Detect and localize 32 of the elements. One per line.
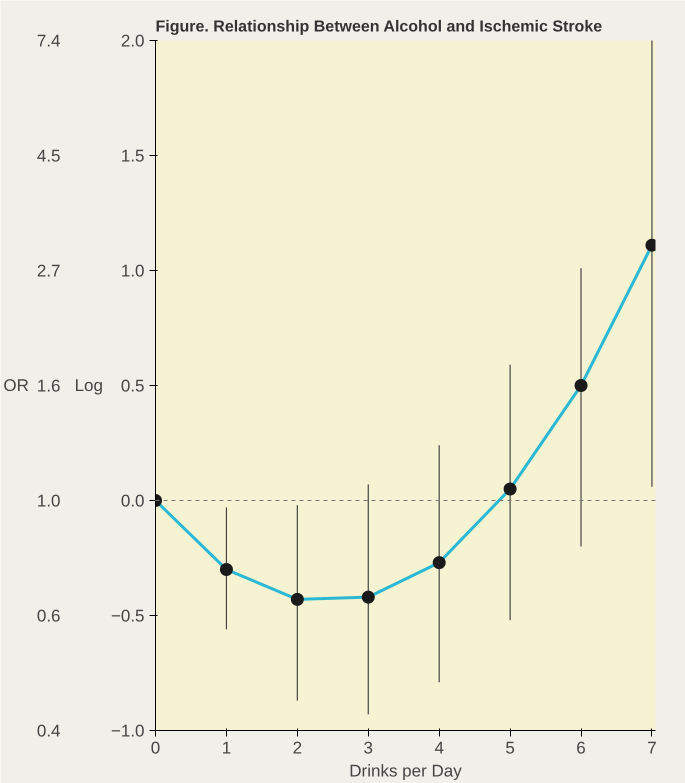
x-tick-label: 4 bbox=[434, 738, 444, 758]
x-tick-label: 2 bbox=[292, 738, 302, 758]
y-tick-label: −1.0 bbox=[110, 722, 144, 740]
point bbox=[432, 556, 446, 570]
y2-tick-label: 0.6 bbox=[36, 606, 61, 626]
y2-tick-label: 7.4 bbox=[36, 32, 61, 50]
x-tick-label: 1 bbox=[222, 738, 232, 758]
point bbox=[574, 379, 588, 392]
chart-title: Figure. Relationship Between Alcohol and Ischemic Stroke bbox=[156, 18, 602, 36]
y-tick-label: 1.0 bbox=[120, 262, 145, 280]
point bbox=[220, 563, 233, 576]
x-tick-label: 7 bbox=[647, 738, 657, 758]
y-tick-label: 0.0 bbox=[120, 492, 145, 510]
y2-tick-label: 1.6 bbox=[36, 376, 61, 396]
y-tick-label: 1.5 bbox=[120, 146, 145, 166]
x-tick-label: 0 bbox=[150, 738, 160, 758]
x-tick-label: 5 bbox=[505, 738, 515, 758]
y-tick-label: 0.5 bbox=[120, 376, 145, 396]
y2-tick-label: 2.7 bbox=[36, 262, 61, 281]
x-tick-label: 3 bbox=[364, 738, 374, 758]
y2-tick-label: 1.0 bbox=[36, 492, 61, 511]
x-tick-label: 6 bbox=[576, 738, 586, 758]
y-axis-title: Log bbox=[74, 376, 103, 395]
y2-tick-label: 0.4 bbox=[36, 722, 61, 740]
y2-axis-title: OR bbox=[3, 376, 29, 395]
point bbox=[362, 590, 375, 604]
y-tick-label: −0.5 bbox=[110, 606, 144, 626]
y-tick-label: 2.0 bbox=[120, 32, 145, 50]
point bbox=[290, 592, 304, 606]
y2-tick-label: 4.5 bbox=[36, 146, 61, 166]
point bbox=[504, 482, 517, 496]
x-axis-title: Drinks per Day bbox=[349, 762, 462, 780]
